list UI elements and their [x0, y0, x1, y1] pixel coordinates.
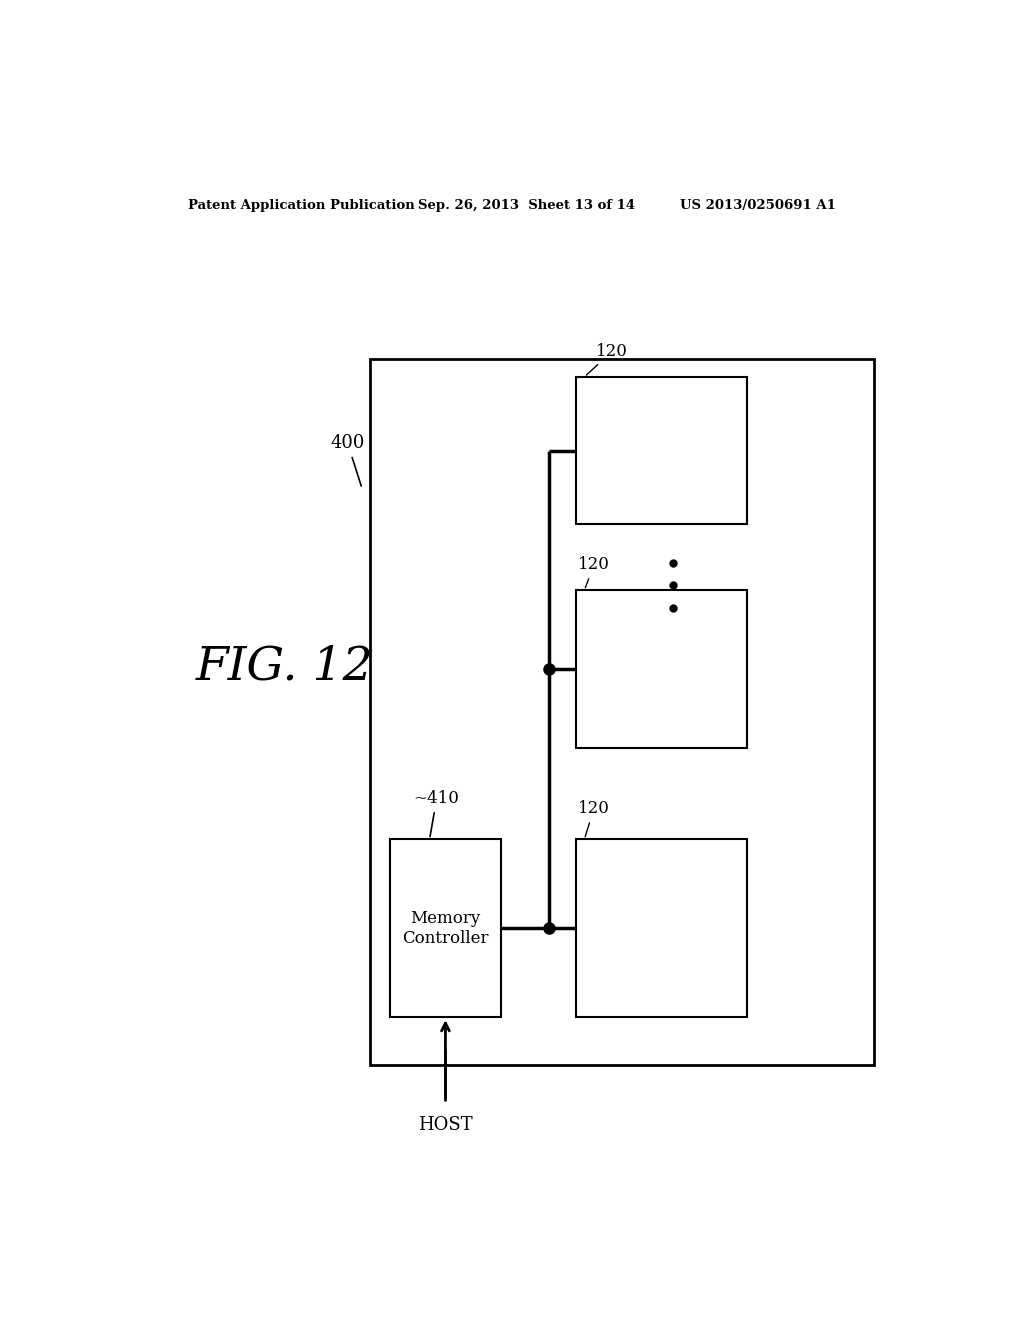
Text: 120: 120: [578, 800, 610, 837]
Bar: [577, 378, 748, 524]
Text: FIG. 12: FIG. 12: [196, 644, 373, 689]
Bar: [577, 840, 748, 1018]
Text: Patent Application Publication: Patent Application Publication: [187, 199, 415, 213]
Text: Memory
Controller: Memory Controller: [402, 909, 488, 946]
Text: US 2013/0250691 A1: US 2013/0250691 A1: [680, 199, 836, 213]
Text: 120: 120: [578, 557, 610, 587]
Text: ~410: ~410: [414, 791, 460, 837]
Text: HOST: HOST: [418, 1115, 473, 1134]
Bar: [577, 590, 748, 748]
Bar: [370, 359, 874, 1065]
Text: 400: 400: [331, 434, 365, 486]
Text: 120: 120: [587, 343, 628, 375]
Bar: [390, 840, 501, 1018]
Text: Sep. 26, 2013  Sheet 13 of 14: Sep. 26, 2013 Sheet 13 of 14: [418, 199, 635, 213]
